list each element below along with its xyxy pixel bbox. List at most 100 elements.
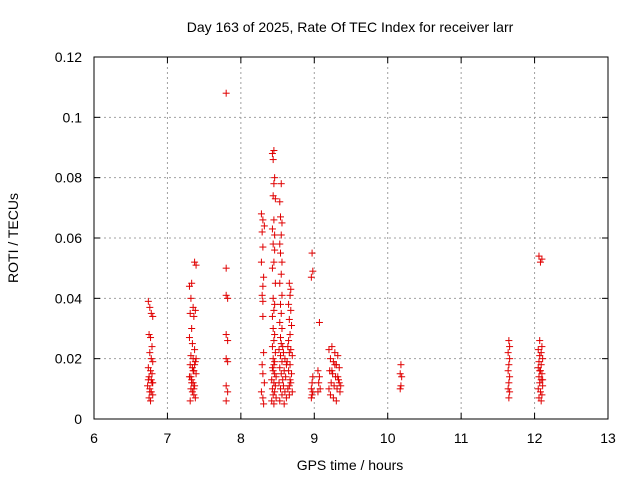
data-point [334,373,342,381]
data-point [268,312,276,320]
data-point [276,240,284,248]
data-point [222,89,230,97]
y-tick-label: 0.12 [55,49,82,65]
x-tick-label: 11 [454,430,469,446]
data-point [190,391,198,399]
data-point [268,225,276,233]
data-point [189,367,197,375]
data-point [308,379,316,387]
data-point [538,255,546,263]
data-point [505,361,513,369]
data-point [538,391,546,399]
data-point [282,394,290,402]
data-point [187,373,195,381]
data-point [188,325,196,332]
data-point [268,264,276,272]
data-point [270,258,278,266]
y-tick-label: 0.06 [55,230,82,246]
data-point [149,312,157,320]
data-point [279,349,287,357]
data-point [535,252,543,260]
data-point [285,279,293,287]
data-point [268,364,276,372]
x-tick-label: 9 [310,430,318,446]
data-point [327,379,335,387]
data-point [328,367,336,375]
data-point [279,376,287,384]
data-point [396,385,404,393]
data-point [276,198,284,206]
data-point [283,358,291,366]
data-point [504,385,512,393]
data-point [269,391,277,399]
data-point [270,361,278,369]
data-point [259,216,267,224]
data-point [285,367,293,375]
data-point [537,349,545,357]
data-point [284,343,292,351]
y-axis-label: ROTI / TECUs [5,193,21,283]
data-point [191,346,199,354]
data-point [504,349,512,357]
data-point [534,346,542,354]
data-point [271,388,279,396]
data-point [222,331,230,339]
data-point [538,343,546,351]
data-point [271,174,279,182]
data-point [277,300,285,308]
data-point [259,282,267,290]
data-point [271,246,279,254]
data-point [258,291,266,299]
data-point [325,385,333,393]
data-point [536,379,544,387]
data-point [191,306,199,314]
data-point [286,376,294,384]
data-point [335,364,343,372]
data-point [268,343,276,351]
data-point [397,361,405,369]
data-point [191,258,199,266]
data-point [539,355,547,363]
data-point [506,373,514,381]
axis-ticks [93,56,609,420]
data-point [269,355,277,363]
data-point [259,297,267,305]
data-point [271,349,279,357]
data-point [148,370,156,378]
y-tick-label: 0.1 [63,109,83,125]
data-point [326,391,334,399]
data-point [537,361,545,369]
data-point [275,346,283,354]
data-point [147,397,155,405]
x-tick-label: 6 [90,430,98,446]
data-point [269,294,277,302]
data-point [269,240,277,248]
data-point [277,249,285,257]
data-point [145,394,153,402]
data-point [270,216,278,224]
data-point [287,285,295,293]
data-point [539,376,547,384]
data-point [315,379,323,387]
data-point [396,370,404,378]
data-point [188,388,196,396]
x-tick-label: 12 [527,430,543,446]
data-point [144,297,152,305]
data-point [270,337,278,345]
data-point [272,373,280,381]
data-point [257,388,265,396]
data-point [258,361,266,369]
data-point [278,258,286,266]
data-point [224,358,232,366]
data-point [285,382,293,390]
data-point [537,397,545,405]
data-point [307,385,315,393]
data-point [259,243,267,251]
data-point [270,400,278,408]
y-tick-label: 0.04 [55,290,82,306]
data-point [288,370,296,378]
data-point [285,349,293,357]
data-point [258,228,266,236]
data-point [148,379,156,387]
data-point [308,391,316,399]
